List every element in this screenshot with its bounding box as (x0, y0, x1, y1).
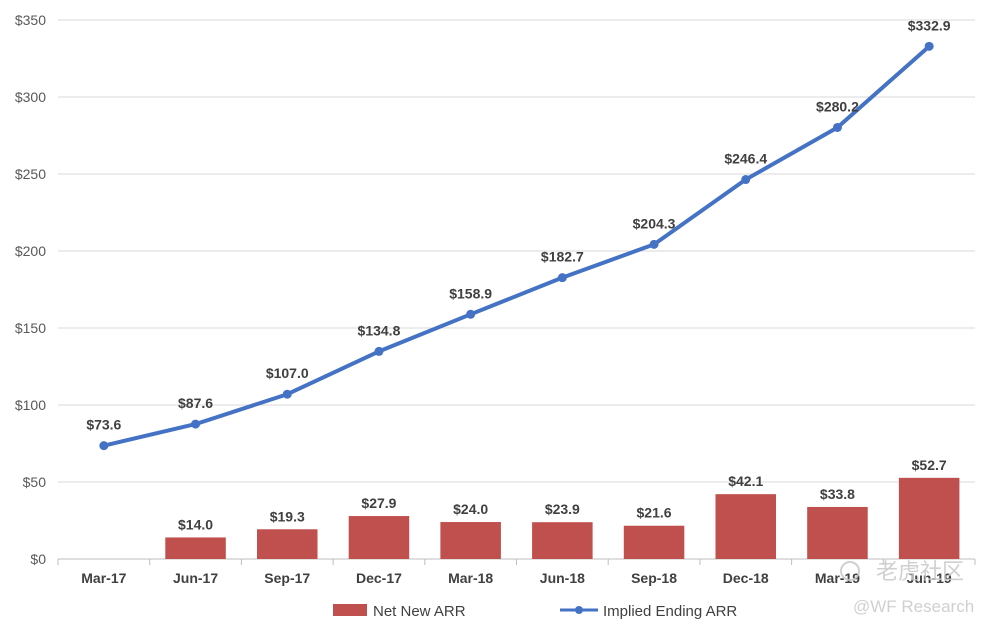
watermark: 老虎社区 @WF Research (840, 559, 974, 616)
line-data-label: $332.9 (908, 17, 951, 33)
legend-swatch-net-new-arr (333, 604, 367, 616)
bar (256, 529, 318, 559)
bar-data-label: $42.1 (728, 473, 763, 489)
line-point (741, 175, 751, 185)
bar (623, 525, 685, 559)
y-tick-label: $0 (30, 551, 46, 567)
bar (715, 494, 777, 559)
bar-data-label: $21.6 (637, 505, 672, 521)
legend: Net New ARR Implied Ending ARR (333, 603, 737, 620)
y-tick-label: $300 (15, 89, 46, 105)
y-tick-label: $250 (15, 166, 46, 182)
data-labels: $14.0 $19.3 $27.9 $24.0 $23.9 $21.6 $42.1 $33.8… (86, 17, 950, 532)
line-point (557, 273, 567, 283)
bar-data-label: $23.9 (545, 501, 580, 517)
x-tick-label: Jun-19 (907, 570, 952, 586)
y-tick-label: $100 (15, 397, 46, 413)
x-tick-label: Mar-19 (815, 570, 860, 586)
y-tick-label: $50 (23, 474, 47, 490)
line-point (99, 441, 109, 451)
x-tick-label: Dec-18 (723, 570, 769, 586)
watermark-logo-icon (840, 561, 860, 581)
bar (898, 477, 960, 559)
line-data-label: $107.0 (266, 365, 309, 381)
bar-data-label: $52.7 (912, 457, 947, 473)
x-tick-label: Jun-18 (540, 570, 585, 586)
y-tick-label: $150 (15, 320, 46, 336)
line-point (466, 309, 476, 319)
bar-data-label: $33.8 (820, 486, 855, 502)
watermark-line-2: @WF Research (853, 597, 974, 616)
line-data-label: $204.3 (633, 215, 676, 231)
x-tick-label: Jun-17 (173, 570, 218, 586)
line-data-label: $280.2 (816, 98, 859, 114)
bar-series (165, 477, 960, 559)
line-series (99, 41, 934, 451)
y-axis-ticks: $0 $50 $100 $150 $200 $250 $300 $350 (15, 12, 46, 567)
line-data-label: $134.8 (358, 322, 401, 338)
bar (348, 516, 410, 559)
bar-data-label: $14.0 (178, 516, 213, 532)
y-tick-label: $200 (15, 243, 46, 259)
x-tick-label: Sep-18 (631, 570, 677, 586)
line-data-label: $73.6 (86, 417, 121, 433)
line-data-label: $182.7 (541, 249, 584, 265)
watermark-line-1: 老虎社区 (876, 559, 964, 584)
bar (532, 522, 593, 559)
line-point (191, 419, 201, 429)
gridlines (58, 19, 975, 560)
line-path (103, 44, 931, 448)
legend-label-net-new-arr: Net New ARR (373, 603, 466, 620)
line-point (832, 122, 842, 132)
line-point (924, 41, 934, 51)
legend-label-implied-ending-arr: Implied Ending ARR (603, 603, 737, 620)
bar-data-label: $27.9 (361, 495, 396, 511)
line-point (374, 346, 384, 356)
bar-data-label: $24.0 (453, 501, 488, 517)
y-tick-label: $350 (15, 12, 46, 28)
bar (807, 506, 868, 559)
line-data-label: $246.4 (724, 151, 767, 167)
line-point (282, 389, 292, 399)
line-point (649, 239, 659, 249)
bar (165, 537, 226, 559)
legend-marker-implied-ending-arr (575, 606, 583, 614)
x-tick-label: Mar-17 (81, 570, 126, 586)
line-data-label: $158.9 (449, 285, 492, 301)
x-axis-ticks: Mar-17 Jun-17 Sep-17 Dec-17 Mar-18 Jun-18 Sep-… (57, 559, 976, 586)
x-tick-label: Mar-18 (448, 570, 493, 586)
bar-data-label: $19.3 (270, 508, 305, 524)
x-tick-label: Sep-17 (264, 570, 310, 586)
line-data-label: $87.6 (178, 395, 213, 411)
x-tick-label: Dec-17 (356, 570, 402, 586)
bar (440, 522, 501, 559)
